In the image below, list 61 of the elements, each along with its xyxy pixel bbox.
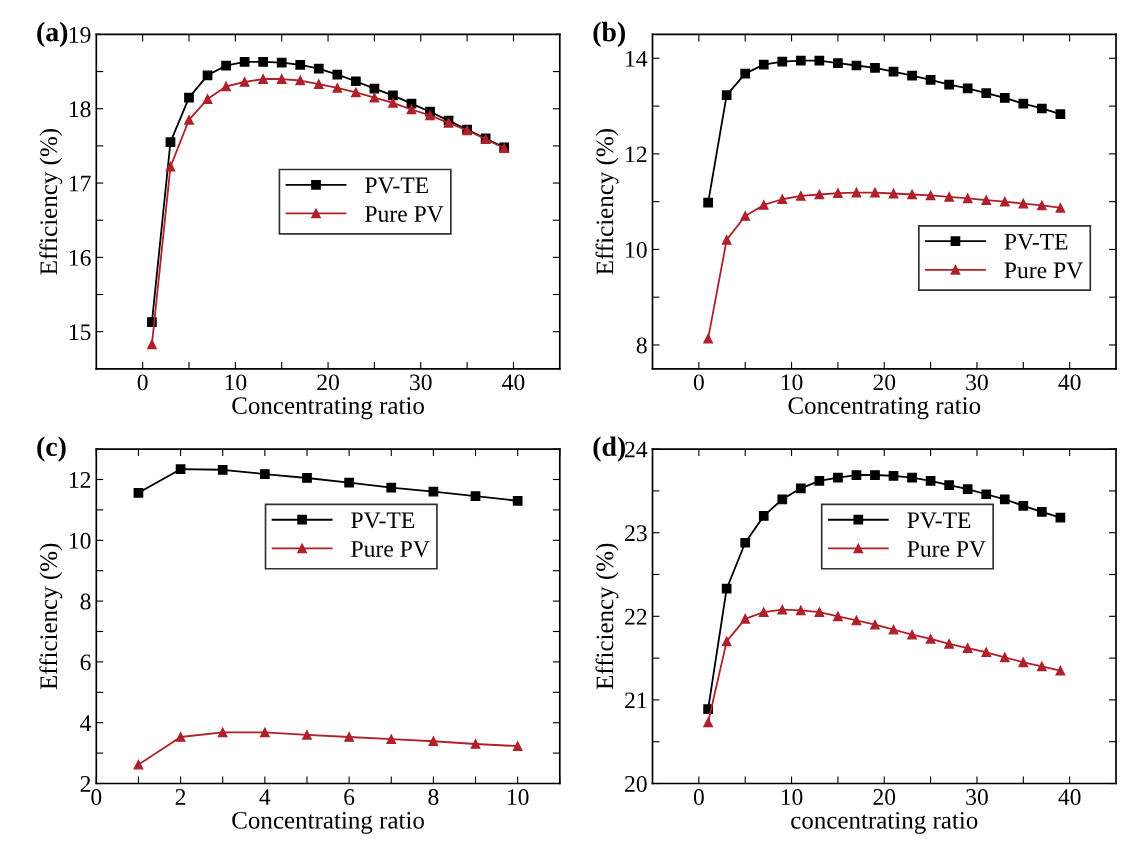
x-tick-label: 0 [91,789,102,805]
x-tick-label: 10 [225,374,247,391]
x-tick-label: 40 [1058,789,1081,805]
y-tick-label: 2 [80,776,91,792]
y-axis-title: Efficiency (%) [595,129,619,275]
x-tick-label: 40 [502,374,525,391]
y-tick-label: 19 [69,27,91,43]
y-tick-label: 20 [625,776,647,792]
y-tick-label: 17 [69,175,91,192]
y-tick-label: 15 [69,324,91,341]
text: (c) [37,436,66,462]
x-tick-label: 30 [966,789,988,805]
y-tick-label: 4 [80,715,92,731]
y-tick-label: 23 [625,525,647,542]
y-axis-title: Efficiency (%) [595,543,619,690]
x-tick-label: 20 [873,789,896,805]
y-tick-label: 8 [80,593,91,610]
text: (a) [37,21,68,48]
legend-label: Pure PV [365,206,444,223]
legend-label: Pure PV [1004,262,1083,279]
legend-label: PV-TE [907,512,971,529]
y-tick-label: 21 [625,692,647,709]
x-tick-label: 10 [781,374,803,391]
x-tick-label: 0 [693,789,704,805]
x-axis-title: Concentrating ratio [232,811,424,834]
x-tick-label: 20 [317,374,339,391]
legend-label: Pure PV [351,541,430,557]
x-tick-label: 30 [410,374,432,391]
x-tick-label: 20 [873,374,896,391]
x-tick-label: 40 [1058,374,1081,391]
y-tick-label: 8 [636,337,647,354]
y-tick-label: 14 [626,50,648,67]
x-tick-label: 2 [175,789,186,805]
y-axis-title: Efficiency (%) [39,129,63,275]
legend-label: PV-TE [1004,233,1068,250]
y-axis-title: Efficiency (%) [39,543,63,690]
x-tick-label: 6 [344,789,355,805]
y-tick-label: 6 [80,654,91,671]
x-axis-title: concentrating ratio [791,811,978,834]
x-tick-label: 8 [428,789,439,805]
y-tick-label: 10 [626,241,647,258]
y-tick-label: 12 [626,146,647,163]
legend-label: PV-TE [365,177,428,194]
x-tick-label: 10 [781,789,803,805]
y-tick-label: 24 [625,441,648,458]
x-tick-label: 4 [259,789,271,805]
text: (b) [593,21,625,48]
y-tick-label: 22 [625,608,647,625]
x-axis-title: Concentrating ratio [788,397,981,420]
legend-label: Pure PV [907,541,986,557]
y-tick-label: 12 [69,472,91,488]
legend-label: PV-TE [351,512,415,529]
x-tick-label: 10 [507,789,529,805]
y-tick-label: 16 [69,249,91,266]
y-tick-label: 18 [69,101,91,118]
y-tick-label: 10 [69,532,91,549]
x-axis-title: Concentrating ratio [232,397,424,420]
text: (d) [593,436,625,462]
x-tick-label: 0 [693,374,704,391]
x-tick-label: 30 [966,374,988,391]
x-tick-label: 0 [137,374,148,391]
